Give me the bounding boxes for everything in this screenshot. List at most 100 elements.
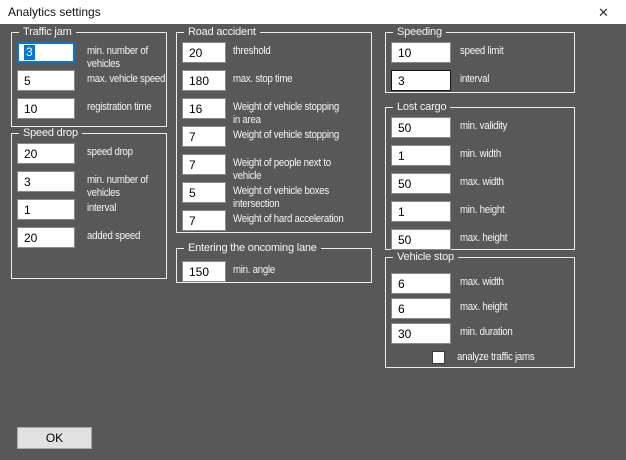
field-label: added speed bbox=[87, 230, 141, 242]
field-row: Weight of hard acceleration bbox=[182, 210, 371, 231]
lost-cargo-min-height-input[interactable] bbox=[391, 201, 451, 222]
field-label: Weight of vehicle boxes intersection bbox=[233, 185, 329, 210]
ok-button[interactable]: OK bbox=[17, 427, 92, 449]
field-label: min. number of vehicles bbox=[87, 174, 148, 199]
speeding-speed-limit-input[interactable] bbox=[391, 42, 451, 63]
field-label: max. height bbox=[460, 301, 508, 313]
field-label: min. number of vehicles bbox=[87, 45, 148, 70]
window-title: Analytics settings bbox=[8, 5, 101, 19]
vehicle-stop-max-width-input[interactable] bbox=[391, 273, 451, 294]
group-traffic-jam-title: Traffic jam bbox=[19, 26, 76, 39]
field-row: max. height bbox=[391, 298, 574, 319]
group-speed-drop: Speed drop speed drop min. number of veh… bbox=[11, 127, 167, 279]
field-label: min. duration bbox=[460, 326, 513, 338]
group-speeding-title: Speeding bbox=[393, 26, 446, 39]
group-lost-cargo-rows: min. validity min. width max. width min.… bbox=[386, 108, 574, 250]
field-label: max. vehicle speed bbox=[87, 73, 166, 85]
close-button[interactable]: ✕ bbox=[581, 0, 626, 24]
field-label: max. stop time bbox=[233, 73, 293, 85]
field-row: max. width bbox=[391, 273, 574, 294]
group-road-accident: Road accident threshold max. stop time W… bbox=[176, 26, 372, 233]
field-label: max. width bbox=[460, 176, 504, 188]
field-row: threshold bbox=[182, 42, 371, 63]
checkbox-row: analyze traffic jams bbox=[391, 348, 574, 369]
field-row: min. angle bbox=[182, 261, 371, 282]
group-road-accident-title: Road accident bbox=[184, 26, 260, 39]
field-label: Weight of vehicle stopping bbox=[233, 129, 339, 141]
field-row: interval bbox=[391, 70, 574, 91]
field-label: speed limit bbox=[460, 45, 504, 57]
lost-cargo-max-height-input[interactable] bbox=[391, 229, 451, 250]
group-vehicle-stop-rows: max. width max. height min. duration ana… bbox=[386, 258, 574, 369]
field-row: max. width bbox=[391, 173, 574, 194]
group-vehicle-stop-title: Vehicle stop bbox=[393, 251, 458, 264]
road-accident-weight-stopping-in-area-input[interactable] bbox=[182, 98, 226, 119]
field-label: threshold bbox=[233, 45, 271, 57]
field-label: interval bbox=[460, 73, 490, 85]
speed-drop-min-vehicles-input[interactable] bbox=[17, 171, 75, 192]
group-speeding: Speeding speed limit interval bbox=[385, 26, 575, 93]
traffic-jam-registration-time-input[interactable] bbox=[17, 98, 75, 119]
road-accident-weight-people-input[interactable] bbox=[182, 154, 226, 175]
group-traffic-jam-rows: 3 min. number of vehicles max. vehicle s… bbox=[12, 33, 166, 119]
analyze-traffic-jams-checkbox[interactable] bbox=[432, 351, 445, 364]
field-row: Weight of vehicle stopping in area bbox=[182, 98, 371, 126]
field-row: max. height bbox=[391, 229, 574, 250]
field-row: min. validity bbox=[391, 117, 574, 138]
field-label: min. validity bbox=[460, 120, 508, 132]
group-vehicle-stop: Vehicle stop max. width max. height min.… bbox=[385, 251, 575, 369]
close-icon: ✕ bbox=[598, 4, 609, 20]
field-label: interval bbox=[87, 202, 117, 214]
oncoming-lane-min-angle-input[interactable] bbox=[182, 261, 226, 282]
field-label: min. height bbox=[460, 204, 505, 216]
group-entering-oncoming-lane-rows: min. angle bbox=[177, 249, 371, 282]
road-accident-weight-hard-acceleration-input[interactable] bbox=[182, 210, 226, 231]
group-traffic-jam: Traffic jam 3 min. number of vehicles ma… bbox=[11, 26, 167, 127]
field-row: speed limit bbox=[391, 42, 574, 63]
lost-cargo-min-width-input[interactable] bbox=[391, 145, 451, 166]
checkbox-label: analyze traffic jams bbox=[457, 351, 535, 363]
field-row: Weight of vehicle boxes intersection bbox=[182, 182, 371, 210]
vehicle-stop-max-height-input[interactable] bbox=[391, 298, 451, 319]
field-row: min. number of vehicles bbox=[17, 171, 166, 199]
road-accident-weight-boxes-intersection-input[interactable] bbox=[182, 182, 226, 203]
dialog-body: Traffic jam 3 min. number of vehicles ma… bbox=[0, 24, 626, 460]
lost-cargo-max-width-input[interactable] bbox=[391, 173, 451, 194]
field-row: registration time bbox=[17, 98, 166, 119]
field-row: max. stop time bbox=[182, 70, 371, 91]
field-label: max. width bbox=[460, 276, 504, 288]
group-lost-cargo-title: Lost cargo bbox=[393, 101, 451, 114]
road-accident-threshold-input[interactable] bbox=[182, 42, 226, 63]
field-label: Weight of vehicle stopping in area bbox=[233, 101, 339, 126]
field-row: min. duration bbox=[391, 323, 574, 344]
speed-drop-amount-input[interactable] bbox=[17, 143, 75, 164]
field-label: max. height bbox=[460, 232, 508, 244]
field-label: Weight of people next to vehicle bbox=[233, 157, 331, 182]
group-road-accident-rows: threshold max. stop time Weight of vehic… bbox=[177, 33, 371, 231]
speeding-interval-input[interactable] bbox=[391, 70, 451, 91]
group-entering-oncoming-lane-title: Entering the oncoming lane bbox=[184, 242, 321, 255]
group-lost-cargo: Lost cargo min. validity min. width max.… bbox=[385, 101, 575, 250]
field-label: min. width bbox=[460, 148, 501, 160]
traffic-jam-min-vehicles-input[interactable]: 3 bbox=[17, 42, 75, 63]
title-bar: Analytics settings ✕ bbox=[0, 0, 626, 24]
speed-drop-added-speed-input[interactable] bbox=[17, 227, 75, 248]
group-speeding-rows: speed limit interval bbox=[386, 33, 574, 91]
selected-text: 3 bbox=[24, 45, 35, 60]
field-row: max. vehicle speed bbox=[17, 70, 166, 91]
field-row: interval bbox=[17, 199, 166, 220]
field-label: min. angle bbox=[233, 264, 276, 276]
field-row: min. height bbox=[391, 201, 574, 222]
traffic-jam-max-vehicle-speed-input[interactable] bbox=[17, 70, 75, 91]
group-speed-drop-title: Speed drop bbox=[19, 127, 82, 140]
road-accident-max-stop-time-input[interactable] bbox=[182, 70, 226, 91]
group-entering-oncoming-lane: Entering the oncoming lane min. angle bbox=[176, 242, 372, 283]
field-label: Weight of hard acceleration bbox=[233, 213, 344, 225]
lost-cargo-min-validity-input[interactable] bbox=[391, 117, 451, 138]
speed-drop-interval-input[interactable] bbox=[17, 199, 75, 220]
field-row: Weight of vehicle stopping bbox=[182, 126, 371, 147]
road-accident-weight-vehicle-stopping-input[interactable] bbox=[182, 126, 226, 147]
vehicle-stop-min-duration-input[interactable] bbox=[391, 323, 451, 344]
field-row: added speed bbox=[17, 227, 166, 248]
